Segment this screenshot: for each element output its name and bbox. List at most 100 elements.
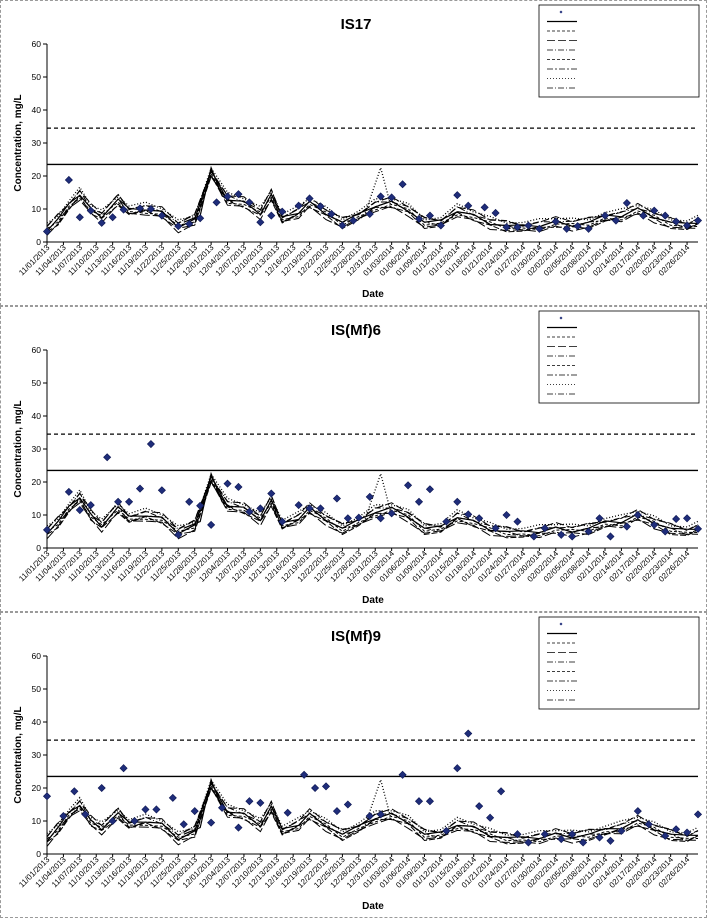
y-tick-label: 0	[36, 543, 41, 553]
observed-point	[305, 194, 314, 203]
observed-point	[234, 190, 243, 199]
chart-panel-ismf9: IS(Mf)9 Concentration, mg/L Date 0 10 20 30 40 5…	[0, 612, 707, 918]
observed-point	[343, 514, 352, 523]
observed-point	[453, 497, 462, 506]
observed-point	[595, 833, 604, 842]
observed-point	[305, 504, 314, 513]
observed-point	[278, 517, 287, 526]
observed-point	[234, 823, 243, 832]
observed-point	[524, 221, 533, 230]
observed-point	[349, 216, 358, 225]
y-tick-label: 50	[32, 684, 42, 694]
observed-point	[119, 764, 128, 773]
chart-svg: IS17 Concentration, mg/L Date 0 10 20 30 40 50 60…	[13, 4, 703, 300]
observed-point	[464, 201, 473, 210]
observed-point	[683, 514, 692, 523]
observed-point	[81, 810, 90, 819]
observed-point	[157, 486, 166, 495]
model-series-line	[46, 474, 699, 535]
y-tick-label: 0	[36, 237, 41, 247]
observed-point	[414, 797, 424, 806]
model-series-line	[46, 786, 699, 843]
observed-point	[103, 453, 112, 462]
observed-point	[398, 180, 407, 189]
model-series-spike	[363, 777, 393, 828]
observed-point	[86, 206, 95, 215]
observed-point	[584, 224, 593, 233]
observed-point	[146, 204, 155, 214]
observed-point	[42, 525, 52, 534]
observed-point	[278, 207, 287, 216]
observed-point	[622, 199, 631, 208]
observed-point	[491, 208, 500, 217]
observed-point	[125, 497, 134, 506]
observed-point	[196, 214, 205, 223]
observed-point	[196, 501, 205, 510]
observed-point	[234, 482, 243, 491]
observed-point	[535, 224, 544, 233]
observed-point	[633, 510, 642, 520]
y-tick-label: 20	[32, 477, 42, 487]
observed-point	[218, 803, 227, 812]
observed-point	[650, 520, 659, 529]
observed-point	[75, 213, 84, 222]
chart-panel-ismf6: IS(Mf)6 Concentration, mg/L Date 0 10 20 30 40 5…	[0, 306, 707, 612]
observed-point	[294, 501, 303, 510]
observed-point	[398, 770, 407, 779]
observed-point	[70, 787, 79, 796]
model-series-line	[46, 472, 699, 530]
observed-point	[185, 497, 194, 506]
observed-point	[365, 209, 374, 218]
model-series-spike	[363, 471, 393, 522]
observed-point	[633, 807, 642, 816]
observed-point	[529, 532, 538, 541]
model-series-line	[46, 172, 699, 231]
observed-point	[568, 532, 577, 541]
observed-point	[661, 831, 670, 840]
y-tick-label: 50	[32, 72, 42, 82]
x-axis-label: Date	[362, 289, 384, 300]
model-series-line	[46, 170, 699, 227]
observed-point	[557, 530, 566, 539]
y-tick-label: 60	[32, 39, 42, 49]
observed-point	[453, 191, 462, 200]
observed-point	[644, 820, 653, 829]
observed-point	[513, 830, 522, 839]
observed-point	[425, 211, 434, 220]
observed-point	[376, 192, 385, 201]
observed-point	[108, 816, 117, 826]
observed-point	[387, 509, 396, 518]
observed-point	[584, 527, 593, 536]
observed-point	[387, 193, 396, 202]
model-series-line	[46, 786, 699, 847]
model-series-line	[46, 166, 699, 224]
observed-point	[672, 514, 681, 523]
observed-point	[256, 218, 265, 227]
legend-box	[538, 616, 700, 710]
observed-point	[683, 828, 692, 837]
observed-point	[557, 835, 566, 844]
observed-point	[436, 221, 445, 230]
observed-point	[86, 501, 95, 510]
observed-point	[245, 797, 254, 806]
observed-point	[442, 517, 451, 526]
observed-point	[551, 217, 560, 226]
observed-point	[693, 524, 703, 533]
y-tick-label: 30	[32, 138, 42, 148]
y-tick-label: 0	[36, 849, 41, 859]
observed-point	[606, 532, 615, 541]
observed-point	[114, 497, 123, 506]
observed-point	[316, 504, 325, 513]
observed-point	[267, 211, 276, 220]
legend-box	[538, 4, 700, 98]
chart-svg: IS(Mf)6 Concentration, mg/L Date 0 10 20 30 40 5…	[13, 310, 703, 606]
model-series-peak	[183, 471, 234, 529]
observed-point	[223, 479, 232, 488]
observed-point	[606, 836, 615, 845]
observed-point	[152, 805, 161, 814]
observed-point	[404, 481, 413, 490]
observed-point	[573, 222, 582, 231]
model-series-line	[46, 478, 699, 537]
observed-point	[513, 223, 522, 232]
legend-marker	[559, 622, 563, 626]
